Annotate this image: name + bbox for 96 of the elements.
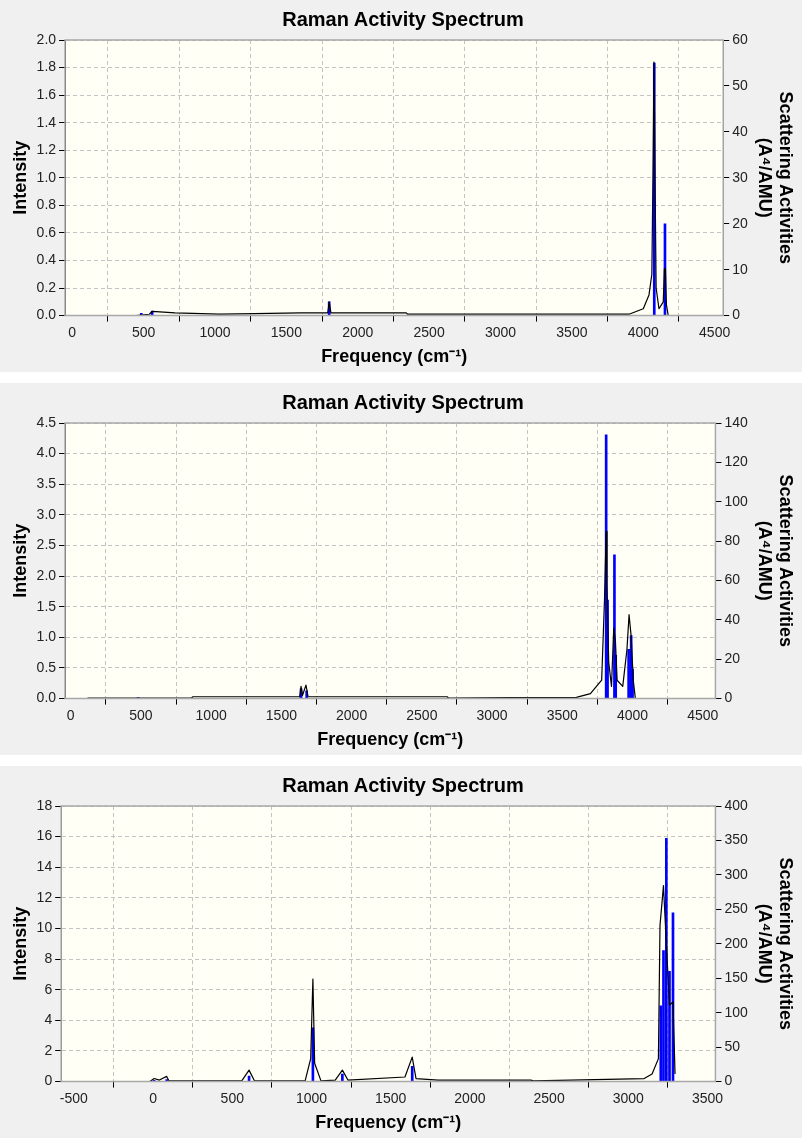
y-tick-label: 0.0 <box>36 306 57 323</box>
x-tick-label: 4500 <box>699 323 731 340</box>
x-tick-label: 4000 <box>616 706 649 723</box>
y-tick-label: 0 <box>44 1072 53 1089</box>
y-tick-label: 18 <box>36 796 53 813</box>
x-tick-label: 1000 <box>295 1089 328 1106</box>
y-tick-label: 1.4 <box>36 113 57 130</box>
y2-tick-label: 200 <box>724 934 749 951</box>
x-tick-label: 500 <box>131 323 156 340</box>
y2-axis-title: Scattering Activities (A⁴/AMU) <box>754 474 797 647</box>
x-tick-label: 2000 <box>342 323 374 340</box>
y-tick-label: 1.0 <box>36 168 57 185</box>
y2-tick-label: 0 <box>724 1072 733 1089</box>
y-tick-label: 12 <box>36 888 53 905</box>
y-tick-label: 0.8 <box>36 196 57 213</box>
chart-title: Raman Activity Spectrum <box>282 7 524 30</box>
y-tick-label: 6 <box>44 980 53 997</box>
x-tick-label: 1000 <box>199 323 231 340</box>
x-axis-title: Frequency (cm⁻¹) <box>315 1112 462 1133</box>
x-tick-label: 0 <box>149 1089 158 1106</box>
x-tick-label: 4000 <box>627 323 660 340</box>
y2-tick-label: 60 <box>732 30 749 47</box>
y2-tick-label: 400 <box>724 796 749 813</box>
y2-tick-label: 100 <box>724 492 749 509</box>
y-tick-label: 0.2 <box>36 278 57 295</box>
y-tick-label: 2.5 <box>36 536 57 553</box>
y2-axis-title: Scattering Activities (A⁴/AMU) <box>754 857 797 1030</box>
y-tick-label: 8 <box>44 949 53 966</box>
x-tick-label: 2500 <box>406 706 438 723</box>
y2-tick-label: 120 <box>724 453 749 470</box>
y2-tick-label: 40 <box>732 122 749 139</box>
x-tick-label: 2000 <box>336 706 368 723</box>
x-tick-label: 0 <box>68 323 77 340</box>
x-tick-label: 3500 <box>546 706 579 723</box>
x-tick-label: 3000 <box>484 323 517 340</box>
y-tick-label: 2.0 <box>36 566 57 583</box>
x-tick-label: 3500 <box>556 323 588 340</box>
x-tick-label: 4500 <box>687 706 719 723</box>
y2-tick-label: 80 <box>724 531 741 548</box>
y-tick-label: 1.6 <box>36 85 57 102</box>
y-tick-label: 3.5 <box>36 475 57 492</box>
y-tick-label: 3.0 <box>36 505 57 522</box>
y2-tick-label: 20 <box>732 214 749 231</box>
y-axis-title: Intensity <box>9 523 30 598</box>
y2-tick-label: 0 <box>724 689 733 706</box>
y-tick-label: 0.6 <box>36 223 57 240</box>
y2-tick-label: 60 <box>724 571 741 588</box>
y2-tick-label: 150 <box>724 969 749 986</box>
x-tick-label: 3000 <box>476 706 508 723</box>
y-tick-label: 2.0 <box>36 30 57 47</box>
y2-tick-label: 140 <box>724 413 749 430</box>
y2-tick-label: 30 <box>732 168 749 185</box>
x-axis-title: Frequency (cm⁻¹) <box>321 346 468 367</box>
x-tick-label: 500 <box>129 706 153 723</box>
x-tick-label: 0 <box>66 706 75 723</box>
x-tick-label: 1500 <box>375 1089 407 1106</box>
y-tick-label: 14 <box>36 858 53 875</box>
x-tick-label: 2500 <box>413 323 445 340</box>
y-tick-label: 1.5 <box>36 597 57 614</box>
chart-title: Raman Activity Spectrum <box>282 773 524 796</box>
y-tick-label: 0.0 <box>36 689 57 706</box>
x-tick-label: 1000 <box>195 706 227 723</box>
y-tick-label: 4.0 <box>36 444 57 461</box>
y2-tick-label: 300 <box>724 865 749 882</box>
x-tick-label: 2000 <box>454 1089 486 1106</box>
y-tick-label: 1.0 <box>36 628 57 645</box>
y-tick-label: 16 <box>36 827 53 844</box>
x-axis-title: Frequency (cm⁻¹) <box>317 729 464 750</box>
y-axis-title: Intensity <box>9 140 30 215</box>
y2-tick-label: 10 <box>732 260 749 277</box>
y2-tick-label: 50 <box>732 76 749 93</box>
y2-axis-title: Scattering Activities (A⁴/AMU) <box>754 91 797 264</box>
y-tick-label: 0.4 <box>36 251 57 268</box>
x-tick-label: 1500 <box>265 706 298 723</box>
y-tick-label: 10 <box>36 919 53 936</box>
y-tick-label: 4.5 <box>36 413 57 430</box>
y-tick-label: 1.8 <box>36 58 57 75</box>
x-tick-label: 500 <box>220 1089 245 1106</box>
chart-title: Raman Activity Spectrum <box>282 390 524 413</box>
y-axis-title: Intensity <box>9 906 30 981</box>
y2-tick-label: 40 <box>724 610 741 627</box>
x-tick-label: -500 <box>59 1089 89 1106</box>
y2-tick-label: 350 <box>724 831 749 848</box>
y2-tick-label: 20 <box>724 650 741 667</box>
x-tick-label: 3500 <box>691 1089 724 1106</box>
x-tick-label: 2500 <box>533 1089 565 1106</box>
x-tick-label: 3000 <box>612 1089 645 1106</box>
y-tick-label: 4 <box>44 1011 53 1028</box>
y2-tick-label: 250 <box>724 900 749 917</box>
y2-tick-label: 0 <box>732 306 741 323</box>
y-tick-label: 2 <box>44 1041 53 1058</box>
y2-tick-label: 100 <box>724 1003 749 1020</box>
y2-tick-label: 50 <box>724 1038 741 1055</box>
x-tick-label: 1500 <box>270 323 303 340</box>
y-tick-label: 0.5 <box>36 658 57 675</box>
y-tick-label: 1.2 <box>36 141 57 158</box>
